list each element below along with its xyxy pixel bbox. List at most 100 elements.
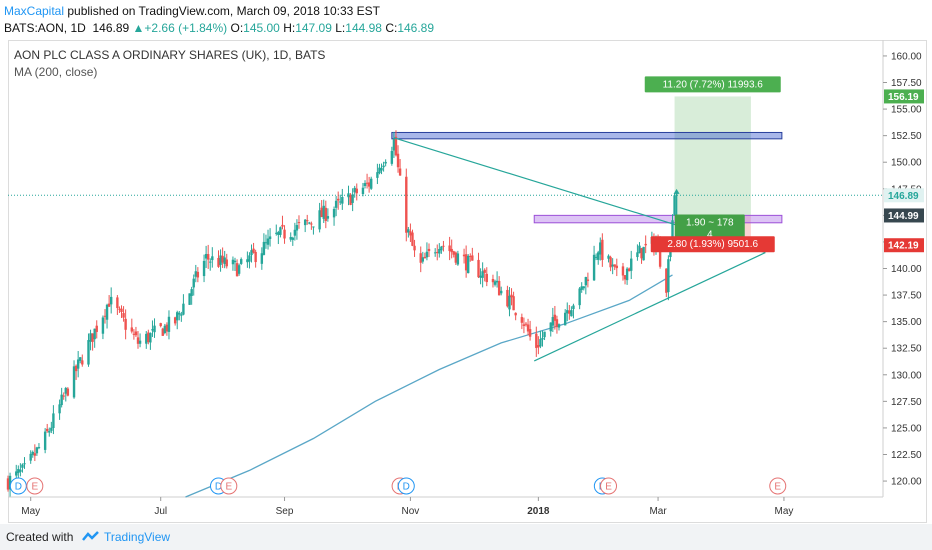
candle — [481, 262, 484, 288]
candle-body — [204, 253, 208, 259]
candle-body — [221, 255, 224, 263]
candle-body — [223, 257, 226, 265]
entry-arrow-head — [673, 188, 680, 194]
candle-body — [237, 265, 241, 274]
candle — [66, 387, 70, 397]
candle — [549, 322, 552, 337]
candle-body — [202, 260, 206, 277]
candle — [353, 185, 356, 198]
candle — [382, 161, 385, 172]
candle-body — [526, 324, 530, 332]
candle — [526, 318, 530, 336]
candle-body — [436, 251, 439, 253]
candle — [31, 450, 34, 458]
candle — [277, 230, 280, 245]
candle-body — [19, 469, 22, 472]
candle-body — [159, 323, 162, 327]
candle — [147, 329, 150, 345]
y-tick-label: 160.00 — [891, 51, 922, 62]
candle-body — [297, 222, 301, 224]
candle — [380, 163, 383, 175]
candle-body — [6, 478, 10, 490]
candle — [275, 224, 278, 236]
candle-body — [89, 333, 92, 342]
candle-body — [260, 253, 264, 264]
candle — [363, 180, 367, 189]
tradingview-logo[interactable]: TradingView — [82, 530, 170, 544]
candle-body — [145, 333, 148, 344]
candle — [221, 247, 224, 268]
candle — [237, 263, 241, 276]
candle-body — [378, 167, 381, 174]
candle-body — [413, 245, 416, 251]
candle — [361, 182, 365, 197]
candle-body — [217, 257, 220, 267]
candle — [423, 252, 427, 259]
candle — [6, 475, 10, 492]
candle-body — [452, 251, 455, 255]
event-letter: E — [225, 482, 232, 493]
candle-body — [665, 268, 668, 293]
candle-body — [118, 308, 121, 310]
candle — [81, 354, 84, 367]
candle-body — [481, 271, 484, 278]
candle — [122, 306, 125, 322]
candle-body — [76, 359, 80, 369]
candle-body — [109, 296, 113, 305]
y-tick-label: 127.50 — [891, 397, 922, 408]
candle — [464, 245, 468, 278]
author-link[interactable]: MaxCapital — [4, 4, 65, 18]
candle-body — [262, 241, 266, 255]
candle — [539, 330, 542, 349]
candle — [87, 333, 90, 367]
candle — [611, 258, 614, 275]
candle-body — [252, 248, 255, 253]
candle-body — [246, 259, 249, 263]
y-tick-label: 125.00 — [891, 423, 922, 434]
event-marker: D — [9, 477, 27, 495]
candle-body — [497, 280, 501, 296]
candle — [124, 309, 127, 340]
candle — [225, 253, 228, 269]
created-with-text: Created with — [6, 530, 74, 544]
candle — [165, 322, 169, 336]
candle — [347, 185, 350, 206]
candle-body — [192, 278, 195, 288]
candle — [118, 306, 121, 313]
candle — [297, 215, 301, 229]
candle — [250, 244, 253, 263]
candle-body — [477, 259, 480, 278]
ma-legend[interactable]: MA (200, close) — [14, 65, 98, 79]
y-tick-label: 155.00 — [891, 105, 922, 116]
candle — [580, 282, 583, 293]
candle-body — [291, 237, 294, 240]
footer: Created with TradingView — [0, 524, 932, 550]
candle — [563, 309, 567, 326]
loss-label-bg — [650, 236, 775, 253]
candle-body — [21, 464, 24, 468]
candle — [206, 244, 210, 269]
ratio-label-text: 1.90 ~ 178 — [686, 217, 734, 228]
candle — [190, 286, 193, 305]
profit-zone — [674, 96, 751, 216]
candle — [522, 317, 526, 334]
candle-body — [161, 328, 164, 336]
candle — [543, 331, 546, 341]
candle — [46, 423, 49, 433]
candle-body — [194, 271, 197, 277]
price-chart[interactable]: 120.00 122.50 125.00 127.50 130.00 132.50 135.… — [0, 0, 932, 524]
candle — [161, 327, 164, 336]
candle-body — [79, 357, 82, 361]
candle-body — [347, 193, 350, 198]
candle-body — [471, 255, 474, 261]
candle — [394, 130, 398, 157]
candle — [601, 233, 604, 267]
candle — [107, 295, 111, 308]
candle-body — [365, 182, 369, 184]
candle-body — [277, 232, 280, 235]
candle-body — [586, 279, 590, 281]
x-tick-label: Jul — [154, 506, 167, 517]
y-tick-label: 152.50 — [891, 131, 922, 142]
event-circle — [397, 477, 415, 495]
candle — [19, 463, 22, 477]
